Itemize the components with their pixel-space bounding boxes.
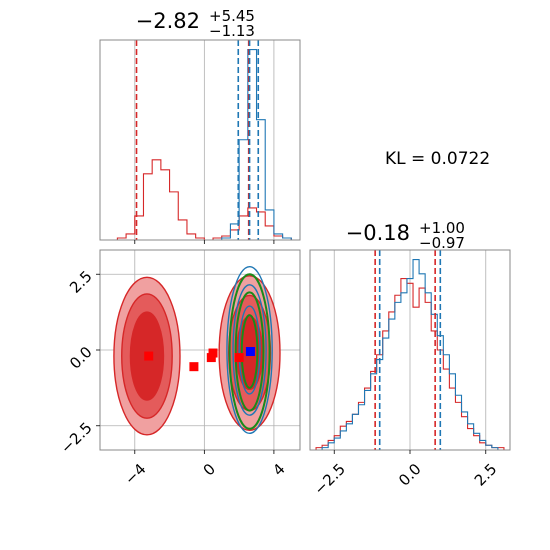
top-histogram-blue: [100, 48, 300, 240]
joint-ytick-label: 2.5: [66, 267, 96, 297]
red-square-marker: [234, 353, 244, 363]
right-xtick-label: 0.0: [395, 460, 425, 490]
blue-square-marker: [245, 347, 255, 357]
red-square-marker: [206, 353, 216, 363]
top-histogram-red: [100, 159, 300, 240]
top-marginal-panel: −2.82 +5.45 −1.13: [99, 7, 301, 244]
top-panel-title-value: −2.82: [136, 9, 200, 33]
joint-ytick-label: −2.5: [57, 419, 95, 457]
blue-density-contour: [226, 265, 273, 435]
top-panel-frame: [99, 39, 301, 241]
joint-xtick-label: −4: [121, 460, 149, 488]
joint-contour-panel: −4 0 4 −2.5 0.0 2.5: [57, 249, 301, 488]
green-gaussian-ellipse: [228, 273, 271, 430]
joint-xtick-label: 4: [269, 460, 288, 479]
right-panel-title-value: −0.18: [346, 221, 410, 245]
joint-ytick-label: 0.0: [66, 343, 96, 373]
joint-xtick-label: 0: [200, 460, 219, 479]
green-gaussian-ellipse: [240, 314, 259, 389]
right-panel-title-upper: +1.00: [419, 219, 465, 237]
right-histogram-blue: [310, 258, 510, 450]
red-square-marker: [189, 362, 199, 372]
blue-density-contour: [238, 305, 261, 395]
right-marginal-panel: −2.5 0.0 2.5 −0.18 +1.00 −0.97: [309, 219, 511, 499]
right-xtick-label: −2.5: [310, 460, 348, 498]
right-panel-title-lower: −0.97: [419, 234, 465, 252]
red-square-marker: [144, 351, 154, 361]
kl-annotation: KL = 0.0722: [385, 149, 490, 169]
red-square-marker: [208, 348, 218, 358]
right-xtick-label: 2.5: [471, 460, 501, 490]
top-panel-title-lower: −1.13: [209, 22, 255, 40]
green-gaussian-ellipse: [234, 291, 265, 412]
blue-density-contour: [232, 284, 267, 416]
top-panel-title-upper: +5.45: [209, 7, 255, 25]
